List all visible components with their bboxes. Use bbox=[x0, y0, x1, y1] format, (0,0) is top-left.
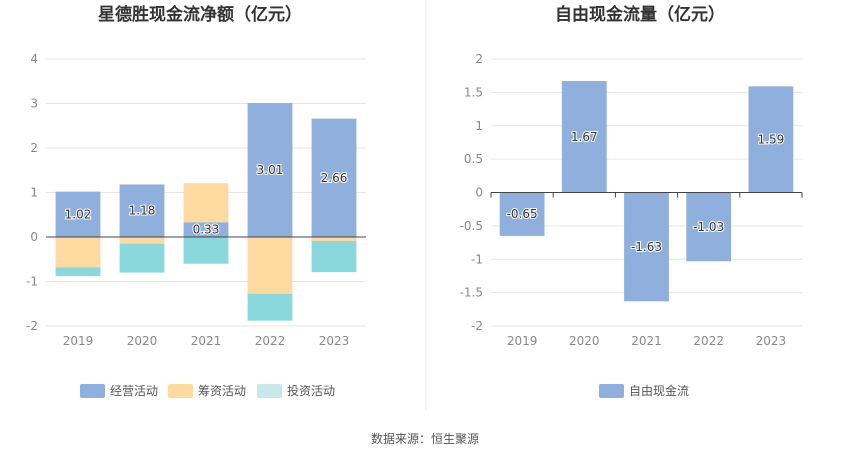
bar-financing[interactable] bbox=[55, 237, 101, 268]
bar-investing[interactable] bbox=[247, 293, 293, 321]
bar-operating[interactable] bbox=[247, 103, 293, 238]
bar-free-cashflow[interactable] bbox=[748, 86, 794, 193]
y-tick-label: 2 bbox=[30, 141, 38, 155]
chart1-x-ticks: 2019 2020 2021 2022 2023 bbox=[63, 334, 350, 348]
data-label: 0.33 bbox=[193, 223, 220, 237]
y-tick-label: -1.5 bbox=[460, 286, 483, 300]
source-name: 恒生聚源 bbox=[431, 432, 479, 446]
y-tick-label: 3 bbox=[30, 97, 38, 111]
bar-investing[interactable] bbox=[55, 267, 101, 277]
bar-free-cashflow[interactable] bbox=[561, 81, 607, 193]
chart1-bars bbox=[55, 103, 357, 321]
y-tick-label: 1.5 bbox=[464, 85, 483, 99]
bar-operating[interactable] bbox=[55, 191, 101, 237]
bar-financing[interactable] bbox=[311, 237, 357, 242]
x-tick-label: 2022 bbox=[693, 334, 724, 348]
y-tick-label: 1 bbox=[30, 186, 38, 200]
x-tick-label: 2020 bbox=[569, 334, 600, 348]
y-tick-label: -2 bbox=[471, 319, 483, 333]
bar-investing[interactable] bbox=[119, 243, 165, 273]
bar-investing[interactable] bbox=[311, 241, 357, 273]
x-tick-label: 2019 bbox=[63, 334, 94, 348]
legend-label-financing[interactable]: 筹资活动 bbox=[198, 384, 246, 398]
x-tick-label: 2021 bbox=[191, 334, 222, 348]
source-label: 数据来源： bbox=[371, 431, 431, 446]
data-label: -0.65 bbox=[507, 207, 538, 221]
legend-swatch-financing[interactable] bbox=[168, 384, 193, 398]
chart2-x-tick-marks bbox=[490, 192, 803, 198]
chart1-y-ticks: -2 -1 0 1 2 3 4 bbox=[26, 52, 38, 333]
legend-swatch-fcf[interactable] bbox=[599, 384, 624, 398]
chart2-legend[interactable]: 自由现金流 bbox=[599, 383, 689, 398]
legend-swatch-operating[interactable] bbox=[80, 384, 105, 398]
chart2-y-ticks: -2 -1.5 -1 -0.5 0 0.5 1 1.5 2 bbox=[460, 52, 483, 333]
legend-swatch-investing[interactable] bbox=[257, 384, 282, 398]
y-tick-label: 2 bbox=[475, 52, 483, 66]
bar-operating[interactable] bbox=[119, 184, 165, 237]
chart2-data-labels: -0.65 1.67 -1.63 -1.03 1.59 bbox=[506, 129, 786, 255]
data-source: 数据来源：恒生聚源 bbox=[371, 431, 479, 446]
y-tick-label: -1 bbox=[26, 275, 38, 289]
legend-label-fcf[interactable]: 自由现金流 bbox=[629, 383, 689, 398]
bar-free-cashflow[interactable] bbox=[499, 192, 545, 236]
data-label: 3.01 bbox=[257, 163, 284, 177]
data-label: -1.03 bbox=[693, 220, 724, 234]
bar-operating[interactable] bbox=[311, 118, 357, 237]
y-tick-label: 0 bbox=[30, 230, 38, 244]
chart2-bars bbox=[499, 81, 794, 302]
chart2-x-ticks: 2019 2020 2021 2022 2023 bbox=[507, 334, 786, 348]
y-tick-label: 1 bbox=[475, 119, 483, 133]
data-label: -1.63 bbox=[631, 240, 662, 254]
x-tick-label: 2023 bbox=[756, 334, 787, 348]
data-label: 2.66 bbox=[321, 171, 348, 185]
bar-financing[interactable] bbox=[119, 237, 165, 244]
y-tick-label: 0.5 bbox=[464, 152, 483, 166]
bar-investing[interactable] bbox=[183, 237, 229, 264]
data-label: 1.18 bbox=[129, 204, 156, 218]
x-tick-label: 2020 bbox=[127, 334, 158, 348]
y-tick-label: -2 bbox=[26, 319, 38, 333]
bar-financing[interactable] bbox=[247, 237, 293, 294]
data-label: 1.02 bbox=[65, 207, 92, 221]
free-cashflow-chart: 自由现金流量（亿元） -2 -1.5 -1 -0.5 0 0.5 1 1.5 2 2019 202… bbox=[460, 4, 803, 398]
x-tick-label: 2019 bbox=[507, 334, 538, 348]
legend-label-investing[interactable]: 投资活动 bbox=[287, 383, 335, 398]
bar-free-cashflow[interactable] bbox=[624, 192, 669, 302]
x-tick-label: 2023 bbox=[319, 334, 350, 348]
data-label: 1.59 bbox=[758, 132, 785, 146]
y-tick-label: -1 bbox=[471, 252, 483, 266]
x-tick-label: 2022 bbox=[255, 334, 286, 348]
y-tick-label: -0.5 bbox=[460, 219, 483, 233]
bar-operating[interactable] bbox=[183, 222, 229, 237]
chart1-title: 星德胜现金流净额（亿元） bbox=[98, 4, 302, 25]
bar-financing[interactable] bbox=[183, 183, 229, 223]
chart2-title: 自由现金流量（亿元） bbox=[555, 4, 725, 25]
chart1-data-labels: 1.02 1.18 0.33 3.01 2.66 bbox=[64, 162, 349, 238]
data-label: 1.67 bbox=[571, 130, 598, 144]
y-tick-label: 0 bbox=[475, 186, 483, 200]
x-tick-label: 2021 bbox=[631, 334, 662, 348]
legend-label-operating[interactable]: 经营活动 bbox=[110, 384, 158, 398]
chart1-legend[interactable]: 经营活动 筹资活动 投资活动 bbox=[80, 383, 335, 398]
bar-free-cashflow[interactable] bbox=[686, 192, 732, 262]
y-tick-label: 4 bbox=[30, 52, 38, 66]
